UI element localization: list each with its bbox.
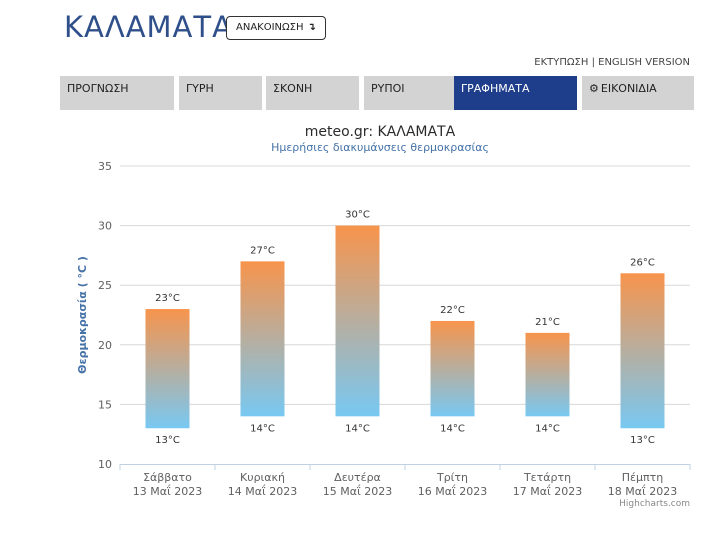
low-value-label: 13°C	[155, 435, 180, 446]
announcement-button[interactable]: ΑΝΑΚΟΙΝΩΣΗ ↴	[226, 16, 326, 40]
temperature-bar[interactable]	[240, 261, 285, 417]
chart-title: meteo.gr: ΚΑΛΑΜΑΤΑ	[305, 124, 456, 140]
link-separator: |	[588, 57, 599, 68]
tab-icons[interactable]: ⚙ ΕΙΚΟΝΙΔΙΑ	[582, 76, 694, 110]
temperature-chart: meteo.gr: ΚΑΛΑΜΑΤΑ Ημερήσιες διακυμάνσει…	[76, 124, 691, 509]
high-value-label: 21°C	[535, 317, 560, 328]
x-tick-label-date: 18 Μαΐ 2023	[608, 484, 677, 498]
print-link[interactable]: ΕΚΤΥΠΩΣΗ	[534, 57, 589, 68]
tab-forecast[interactable]: ΠΡΟΓΝΩΣΗ	[60, 76, 174, 110]
x-tick-label-date: 15 Μαΐ 2023	[323, 484, 392, 498]
y-tick-label: 10	[98, 458, 112, 471]
arrow-down-icon: ↴	[307, 22, 316, 33]
low-value-label: 14°C	[250, 423, 275, 434]
x-tick-label-day: Κυριακή	[240, 471, 285, 484]
x-tick-label-day: Τετάρτη	[523, 471, 571, 484]
announcement-label: ΑΝΑΚΟΙΝΩΣΗ	[236, 22, 304, 33]
y-tick-label: 25	[98, 279, 112, 292]
gear-icon: ⚙	[589, 82, 599, 95]
x-tick-label-day: Σάββατο	[143, 471, 192, 484]
temperature-bar[interactable]	[145, 309, 190, 429]
temperature-bar[interactable]	[525, 332, 570, 417]
y-axis-ticks: 10 15 20 25 30 35	[98, 160, 112, 471]
page-title: ΚΑΛΑΜΑΤΑ	[64, 10, 233, 44]
x-tick-label-day: Δευτέρα	[334, 471, 381, 484]
chart-subtitle: Ημερήσιες διακυμάνσεις θερμοκρασίας	[271, 141, 489, 154]
english-version-link[interactable]: ENGLISH VERSION	[598, 57, 690, 68]
y-tick-label: 30	[98, 220, 112, 233]
high-value-label: 22°C	[440, 305, 465, 316]
low-value-label: 14°C	[535, 423, 560, 434]
x-tick-label-date: 13 Μαΐ 2023	[133, 484, 202, 498]
tab-label: ΓΡΑΦΗΜΑΤΑ	[461, 82, 530, 95]
low-value-label: 13°C	[630, 435, 655, 446]
x-tick-label-day: Πέμπτη	[622, 471, 663, 484]
highcharts-credit[interactable]: Highcharts.com	[619, 499, 690, 509]
y-tick-label: 15	[98, 398, 112, 411]
temperature-bar[interactable]	[620, 273, 665, 429]
x-tick-label-day: Τρίτη	[436, 471, 468, 484]
tab-pollen[interactable]: ΓΥΡΗ	[179, 76, 262, 110]
temperature-bar[interactable]	[335, 225, 380, 417]
nav-tabs: ΠΡΟΓΝΩΣΗ ΓΥΡΗ ΣΚΟΝΗ ΡΥΠΟΙ ΓΡΑΦΗΜΑΤΑ ⚙ ΕΙΚ…	[60, 76, 694, 110]
y-axis-title: Θερμοκρασία ( °C )	[76, 256, 89, 374]
tab-label: ΡΥΠΟΙ	[371, 82, 405, 95]
top-links: ΕΚΤΥΠΩΣΗ | ENGLISH VERSION	[534, 57, 690, 68]
tab-label: ΣΚΟΝΗ	[273, 82, 313, 95]
grid-lines	[120, 165, 690, 405]
tab-label: ΓΥΡΗ	[186, 82, 214, 95]
x-tick-label-date: 14 Μαΐ 2023	[228, 484, 297, 498]
high-value-label: 30°C	[345, 210, 370, 221]
tab-charts[interactable]: ΓΡΑΦΗΜΑΤΑ	[454, 76, 577, 110]
high-value-label: 26°C	[630, 257, 655, 268]
low-value-label: 14°C	[440, 423, 465, 434]
tab-label: ΠΡΟΓΝΩΣΗ	[67, 82, 129, 95]
y-tick-label: 20	[98, 339, 112, 352]
high-value-label: 23°C	[155, 293, 180, 304]
tab-label: ΕΙΚΟΝΙΔΙΑ	[600, 82, 657, 95]
temperature-bar[interactable]	[430, 320, 475, 417]
y-tick-label: 35	[98, 160, 112, 173]
x-tick-label-date: 17 Μαΐ 2023	[513, 484, 582, 498]
tab-dust[interactable]: ΣΚΟΝΗ	[266, 76, 359, 110]
bar-series: 23°C 13°C 27°C 14°C 30°C 14°C 22°C 14°C 21°C 14°C…	[145, 210, 665, 446]
high-value-label: 27°C	[250, 245, 275, 256]
x-tick-label-date: 16 Μαΐ 2023	[418, 484, 487, 498]
low-value-label: 14°C	[345, 423, 370, 434]
